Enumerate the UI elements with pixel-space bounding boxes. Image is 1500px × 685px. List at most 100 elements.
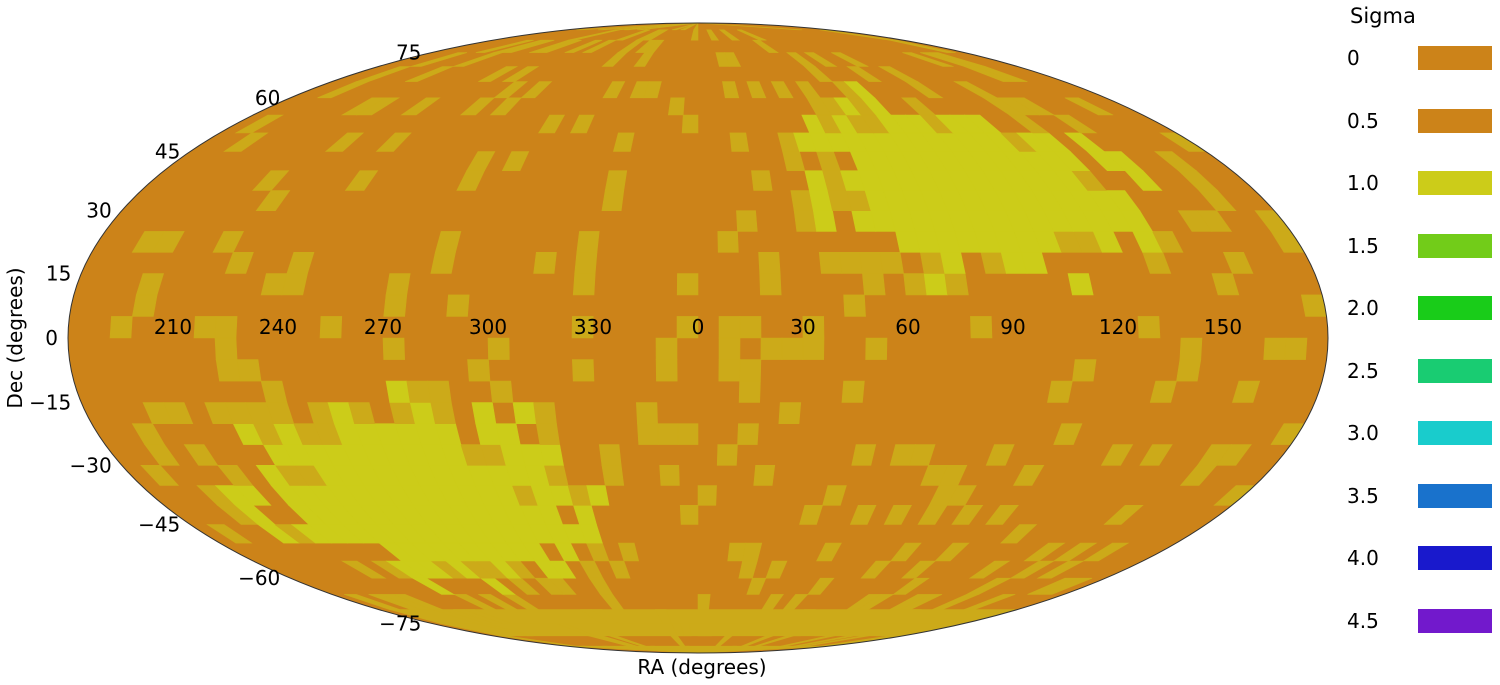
sky-pixel-344 bbox=[859, 252, 884, 274]
sky-pixel-524 bbox=[795, 81, 821, 99]
sky-pixel-310 bbox=[487, 337, 510, 360]
legend-label: 3.5 bbox=[1347, 483, 1379, 508]
sky-pixel-420 bbox=[751, 170, 773, 191]
sky-pixel-380 bbox=[812, 210, 837, 232]
dec-tick-15: 15 bbox=[46, 262, 71, 286]
sky-pixel-567 bbox=[643, 39, 665, 53]
sky-pixel-548 bbox=[831, 52, 869, 67]
sky-pixel-289 bbox=[427, 380, 452, 403]
sky-pixel-46 bbox=[761, 594, 784, 610]
legend-swatch bbox=[1418, 108, 1492, 133]
sky-pixel-294 bbox=[1176, 359, 1202, 382]
legend: Sigma 0 0.5 1.0 1.5 2.0 2.5 3.0 3.5 4.0 4.5 bbox=[1335, 0, 1500, 685]
sky-pixel-304 bbox=[865, 337, 888, 360]
sky-pixel-532 bbox=[602, 81, 626, 99]
sky-pixel-330 bbox=[903, 273, 928, 296]
sky-ellipse-border bbox=[67, 22, 1329, 654]
sky-pixel-286 bbox=[260, 380, 288, 403]
sky-pixel-335 bbox=[135, 273, 165, 296]
legend-swatch bbox=[1418, 483, 1492, 508]
legend-item: 2.5 bbox=[1335, 357, 1500, 385]
sky-pixel-302 bbox=[781, 337, 804, 360]
sky-pixel-340 bbox=[676, 273, 699, 296]
sky-pixel-101 bbox=[1023, 542, 1066, 562]
sky-pixel-347 bbox=[940, 252, 966, 274]
sky-pixel-165 bbox=[697, 485, 717, 506]
sky-pixel-522 bbox=[746, 81, 767, 99]
ra-tick-labels: 210 240 270 300 330 0 30 60 90 120 150 bbox=[154, 315, 1242, 339]
sky-pixel-58 bbox=[453, 594, 496, 610]
sky-pixel-483 bbox=[223, 132, 269, 152]
sky-pixel-100 bbox=[934, 542, 970, 562]
sky-pixel-341 bbox=[758, 252, 781, 274]
sky-pixel-520 bbox=[667, 97, 685, 116]
sky-pixel-338 bbox=[385, 273, 411, 296]
ra-tick-240: 240 bbox=[259, 315, 297, 339]
sky-pixel-577 bbox=[697, 23, 803, 31]
legend-swatch bbox=[1418, 233, 1492, 258]
ra-tick-0: 0 bbox=[692, 315, 705, 339]
legend-swatch bbox=[1418, 546, 1492, 570]
sky-pixel-552 bbox=[410, 52, 468, 67]
legend-label: 1.5 bbox=[1347, 233, 1379, 258]
sky-pixel-327 bbox=[446, 294, 470, 317]
sky-pixel-581 bbox=[624, 23, 699, 31]
sky-pixel-542 bbox=[478, 66, 519, 82]
sky-pixel-285 bbox=[1231, 380, 1261, 403]
sky-pixel-418 bbox=[255, 190, 291, 211]
sky-pixel-78 bbox=[968, 560, 1011, 579]
sky-pixel-309 bbox=[382, 337, 406, 360]
sky-pixel-521 bbox=[722, 81, 740, 99]
sky-map: 210 240 270 300 330 0 30 60 90 120 150 75604530150… bbox=[3, 22, 1329, 679]
sky-pixel-291 bbox=[718, 359, 741, 382]
sky-pixel-514 bbox=[1064, 97, 1114, 116]
sky-pixel-102 bbox=[1052, 542, 1098, 562]
sky-pixel-45 bbox=[697, 594, 711, 610]
sky-pixel-273 bbox=[348, 402, 376, 425]
sky-pixel-314 bbox=[802, 316, 825, 339]
legend-item: 3.5 bbox=[1335, 482, 1500, 510]
sky-pixel-295 bbox=[215, 359, 241, 382]
sky-pixel-305 bbox=[1179, 337, 1203, 360]
sky-pixel-517 bbox=[400, 97, 441, 116]
sky-pixel-316 bbox=[1137, 316, 1161, 339]
sky-pixel-376 bbox=[434, 231, 462, 253]
sky-pixel-224 bbox=[1216, 444, 1252, 466]
legend-label: 3.0 bbox=[1347, 421, 1379, 445]
sky-pixel-530 bbox=[493, 81, 529, 99]
sky-pixel-570 bbox=[736, 29, 767, 41]
sky-pixel-329 bbox=[862, 273, 886, 296]
ra-tick-120: 120 bbox=[1099, 315, 1137, 339]
sky-pixel-585 bbox=[693, 23, 699, 31]
ra-tick-270: 270 bbox=[364, 315, 402, 339]
legend-swatch bbox=[1418, 46, 1492, 70]
sky-pixel-416 bbox=[1105, 190, 1141, 211]
legend-label: 4.0 bbox=[1347, 546, 1379, 570]
sky-pixel-459 bbox=[1103, 151, 1144, 171]
sky-pixel-526 bbox=[843, 81, 876, 99]
sky-pixel-371 bbox=[1152, 231, 1184, 253]
legend-label: 2.0 bbox=[1347, 296, 1379, 320]
legend-item: 4.0 bbox=[1335, 544, 1500, 572]
sky-pixel-81 bbox=[340, 560, 387, 579]
sky-pixel-339 bbox=[572, 273, 596, 296]
sky-pixel-8 bbox=[619, 645, 699, 653]
dec-tick--45: −45 bbox=[138, 513, 180, 537]
sky-pixel-543 bbox=[501, 66, 540, 82]
ra-tick-210: 210 bbox=[154, 315, 192, 339]
sky-pixel-485 bbox=[375, 132, 412, 152]
sky-pixel-168 bbox=[946, 485, 977, 506]
sky-pixel-502 bbox=[538, 114, 566, 134]
dec-tick-75: 75 bbox=[396, 41, 421, 65]
ra-tick-90: 90 bbox=[1000, 315, 1025, 339]
sky-pixel-281 bbox=[738, 380, 761, 403]
sky-pixel-226 bbox=[183, 444, 219, 466]
sky-pixel-242 bbox=[598, 444, 622, 466]
sky-pixel-97 bbox=[742, 542, 763, 562]
sky-pixel-44 bbox=[654, 609, 672, 624]
sky-pixel-439 bbox=[252, 170, 290, 191]
legend-swatch bbox=[1418, 421, 1492, 445]
sky-pixel-504 bbox=[681, 114, 699, 134]
sky-pixel-116 bbox=[617, 542, 640, 562]
sky-pixel-313 bbox=[739, 316, 762, 339]
